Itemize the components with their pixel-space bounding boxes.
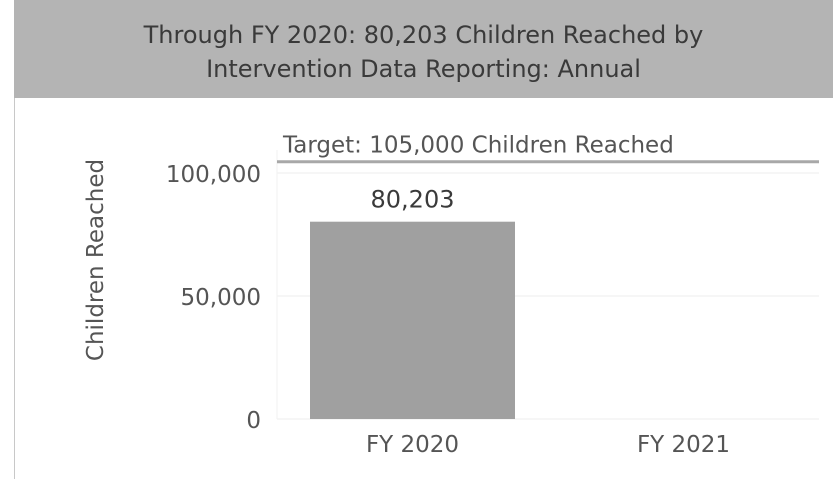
- bar: [310, 221, 515, 419]
- target-label: Target: 105,000 Children Reached: [282, 133, 674, 159]
- y-tick-label: 50,000: [181, 285, 261, 311]
- x-tick-label: FY 2020: [366, 432, 459, 458]
- y-tick-label: 0: [246, 408, 261, 434]
- chart-title-line-2: Intervention Data Reporting: Annual: [206, 55, 641, 83]
- chart-header: Through FY 2020: 80,203 Children Reached…: [14, 0, 833, 98]
- x-tick-label: FY 2021: [637, 432, 730, 458]
- bar-value-label: 80,203: [371, 186, 455, 214]
- chart-title-line-1: Through FY 2020: 80,203 Children Reached…: [143, 21, 704, 49]
- y-tick-label: 100,000: [166, 162, 261, 188]
